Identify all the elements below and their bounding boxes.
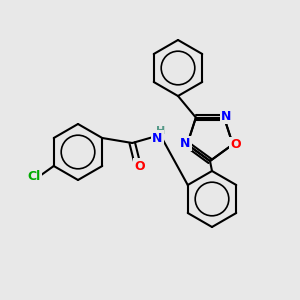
- Text: O: O: [134, 160, 145, 172]
- Text: H: H: [156, 126, 165, 136]
- Text: N: N: [152, 131, 162, 145]
- Text: O: O: [230, 138, 241, 151]
- Text: Cl: Cl: [27, 169, 40, 182]
- Text: N: N: [180, 137, 190, 150]
- Text: N: N: [221, 110, 231, 123]
